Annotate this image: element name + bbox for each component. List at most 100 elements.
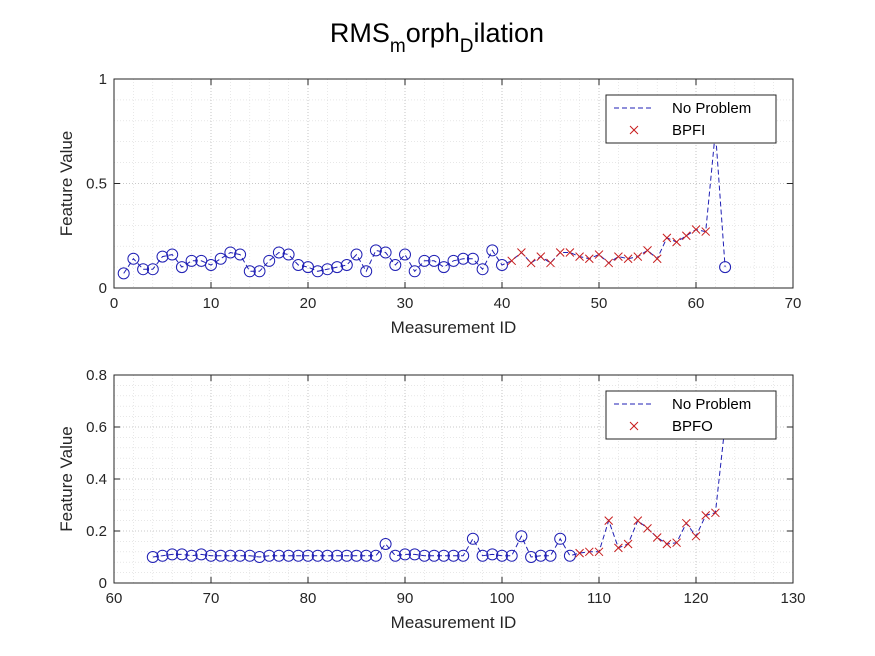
- chart1-circle-marker: [350, 248, 363, 261]
- chart2-x-tick-label: 90: [397, 590, 414, 607]
- chart2-cross-marker: [691, 531, 701, 541]
- chart2-cross-marker: [623, 539, 633, 549]
- chart2-circle-marker: [428, 549, 441, 562]
- chart2-circle-marker: [389, 549, 402, 562]
- chart1-x-tick-label: 30: [397, 295, 414, 312]
- chart2-circle-marker: [282, 549, 295, 562]
- chart2-circle-marker: [525, 551, 538, 563]
- chart2-circle-marker: [214, 549, 227, 562]
- chart1-x-tick-label: 70: [785, 295, 802, 312]
- chart1-circle-marker: [457, 252, 470, 265]
- chart1-legend-label-no-problem: No Problem: [672, 100, 751, 117]
- chart2-y-tick-label: 0: [99, 575, 107, 592]
- chart1-y-tick-label: 0: [99, 280, 107, 297]
- chart2-circle-marker: [205, 549, 217, 562]
- chart1-cross-marker: [565, 248, 575, 257]
- title-sub-1: m: [390, 36, 406, 57]
- chart1-circle-marker: [214, 252, 227, 265]
- chart1-x-tick-label: 0: [110, 295, 118, 312]
- chart2-circle-marker: [563, 549, 576, 562]
- chart1-circle-marker: [496, 259, 508, 272]
- chart1-circle-marker: [127, 252, 140, 265]
- chart1-circle-marker: [166, 248, 179, 261]
- chart1-legend-label-fault: BPFI: [672, 122, 705, 139]
- chart1-x-tick-label: 20: [300, 295, 317, 312]
- chart1-circle-marker: [331, 261, 344, 274]
- chart2-circle-marker: [224, 549, 237, 562]
- chart1-cross-marker: [517, 248, 526, 257]
- chart2-circle-marker: [457, 549, 470, 562]
- chart2-circle-marker: [476, 549, 489, 562]
- chart2-circle-marker: [321, 549, 334, 562]
- title-sub-2: D: [460, 36, 474, 57]
- chart1-circle-marker: [428, 254, 441, 267]
- chart2-cross-marker: [701, 511, 711, 520]
- chart2-circle-marker: [437, 549, 450, 562]
- chart2-circle-marker: [292, 549, 305, 562]
- chart2-series-line: [152, 424, 726, 558]
- chart2-circle-marker: [418, 549, 431, 562]
- chart2-circle-marker: [486, 548, 499, 561]
- chart1-circle-marker: [263, 254, 276, 267]
- chart2-circle-marker: [331, 549, 344, 562]
- chart1-circle-marker: [408, 265, 421, 278]
- chart2-circle-marker: [302, 549, 314, 562]
- chart1-circle-marker: [311, 265, 324, 278]
- chart2-cross-marker: [652, 533, 662, 542]
- chart1-cross-marker: [555, 248, 565, 257]
- chart2-cross-marker: [584, 547, 594, 557]
- chart2-circle-marker: [272, 549, 285, 562]
- chart1-cross-marker: [546, 258, 555, 268]
- chart1-y-tick-label: 1: [99, 71, 107, 88]
- chart1-circle-marker: [117, 267, 130, 280]
- chart1-cross-marker: [594, 250, 604, 259]
- chart2-x-tick-label: 80: [300, 590, 317, 607]
- title-end: ilation: [474, 18, 545, 48]
- chart2-x-tick-label: 110: [587, 590, 611, 607]
- chart1-circle-marker: [175, 261, 188, 274]
- chart1-x-axis-label: Measurement ID: [391, 318, 517, 337]
- title-mid: orph: [406, 18, 460, 48]
- chart2-circle-marker: [166, 548, 179, 561]
- chart2-cross-marker: [575, 548, 584, 558]
- chart1-cross-marker: [526, 258, 536, 268]
- chart1-circle-marker: [399, 248, 411, 261]
- chart1-circle-marker: [243, 265, 256, 278]
- chart1-cross-marker: [672, 237, 681, 247]
- chart2-circle-marker: [175, 548, 188, 561]
- chart1-circle-marker: [486, 244, 499, 257]
- chart2-circle-marker: [369, 549, 382, 562]
- chart2-circle-marker: [505, 549, 518, 562]
- chart2-circle-marker: [156, 549, 169, 562]
- chart2-circle-marker: [399, 548, 411, 561]
- chart2-circle-marker: [447, 549, 460, 562]
- chart2-circle-marker: [360, 549, 373, 562]
- chart1-circle-marker: [418, 254, 431, 267]
- chart1-circle-marker: [253, 265, 266, 278]
- chart1-cross-marker: [623, 254, 633, 264]
- chart2-y-tick-label: 0.4: [86, 471, 107, 488]
- chart1-legend-box: [605, 94, 777, 144]
- chart1-cross-marker: [614, 252, 623, 262]
- chart2-y-tick-label: 0.2: [86, 523, 107, 540]
- chart1-circle-marker: [340, 259, 353, 272]
- chart2-legend-label-fault: BPFO: [672, 418, 713, 435]
- chart2-cross-marker: [643, 524, 652, 533]
- chart1-circle-marker: [719, 261, 732, 274]
- chart2-y-tick-label: 0.6: [86, 419, 107, 436]
- chart2-x-tick-label: 70: [203, 590, 220, 607]
- chart2-circle-marker: [146, 551, 159, 563]
- chart2-cross-marker: [614, 543, 623, 553]
- chart1-cross-marker: [633, 252, 643, 262]
- chart1-cross-marker: [643, 246, 652, 255]
- chart1-cross-marker: [536, 252, 546, 262]
- chart1-y-tick-label: 0.5: [86, 176, 107, 193]
- chart1-circle-marker: [185, 254, 198, 267]
- chart1-cross-marker: [681, 231, 691, 241]
- chart1-cross-marker: [507, 256, 517, 266]
- chart2-cross-marker: [604, 516, 614, 525]
- chart1-circle-marker: [282, 248, 295, 261]
- chart1-circle-marker: [205, 259, 217, 272]
- chart2-circle-marker: [311, 549, 324, 562]
